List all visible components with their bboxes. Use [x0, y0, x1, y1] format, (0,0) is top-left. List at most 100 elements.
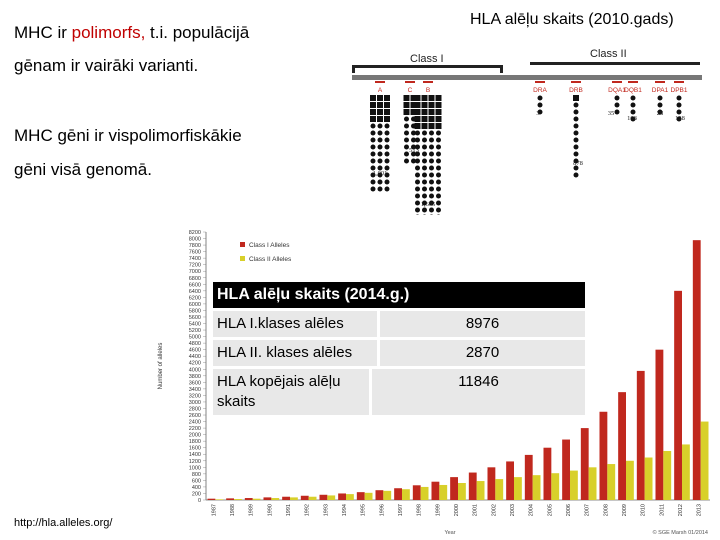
allele-dot	[436, 186, 441, 192]
table-header: HLA alēļu skaits (2014.g.)	[213, 282, 585, 308]
intro-line-2: gēnam ir vairāki varianti.	[14, 56, 199, 75]
allele-square	[414, 95, 421, 101]
allele-dot	[370, 130, 376, 136]
allele-square	[384, 109, 390, 115]
table-row-label: HLA kopējais alēļu skaits	[213, 369, 369, 415]
allele-count-label: 108	[627, 115, 637, 122]
allele-dot	[404, 151, 409, 157]
allele-dot	[384, 144, 390, 150]
bar-class-2	[570, 470, 578, 500]
hla-allele-bar-chart: Number of alleles 02004006008001000120014…	[158, 230, 710, 536]
allele-dot	[422, 172, 427, 178]
allele-count-label: 3	[536, 110, 539, 117]
bar-class-1	[394, 488, 402, 500]
allele-dot	[415, 130, 420, 136]
bar-class-1	[375, 490, 384, 500]
x-tick-label: 1990	[267, 504, 273, 516]
bar-class-2	[532, 475, 541, 500]
y-tick-label: 6600	[189, 282, 201, 288]
allele-square	[403, 95, 410, 101]
allele-dot	[614, 95, 620, 101]
legend-swatch	[240, 256, 245, 261]
y-tick-label: 4600	[189, 348, 201, 354]
y-tick-label: 6000	[189, 302, 201, 308]
y-tick-label: 8000	[189, 237, 201, 243]
allele-dot	[630, 95, 636, 101]
y-tick-label: 7000	[189, 269, 201, 275]
allele-dot	[377, 151, 383, 157]
gene-label: A	[378, 87, 383, 94]
allele-square	[370, 116, 376, 122]
allele-dot	[436, 158, 441, 164]
allele-dot	[429, 172, 434, 178]
hla-2014-table: HLA alēļu skaits (2014.g.) HLA I.klases …	[213, 282, 585, 418]
allele-dot	[370, 158, 376, 164]
x-tick-label: 2013	[697, 504, 703, 516]
table-row: HLA kopējais alēļu skaits 11846	[213, 369, 585, 415]
y-tick-label: 2400	[189, 420, 201, 426]
allele-dot	[422, 151, 427, 157]
bar-class-1	[487, 467, 496, 500]
bar-class-2	[495, 479, 504, 500]
y-tick-label: 1800	[189, 439, 201, 445]
gene-marker	[628, 81, 638, 83]
gene-marker	[571, 81, 581, 83]
y-tick-label: 5600	[189, 315, 201, 321]
x-tick-label: 1996	[379, 504, 385, 516]
gene-marker	[423, 81, 433, 83]
allele-count-label: 513	[409, 147, 419, 154]
allele-dot	[377, 137, 383, 143]
allele-dot	[384, 137, 390, 143]
x-tick-label: 1995	[361, 504, 367, 516]
bar-class-1	[580, 428, 589, 500]
bar-class-2	[663, 450, 672, 500]
allele-dot	[537, 102, 543, 108]
allele-dot	[429, 144, 434, 150]
bar-class-1	[618, 392, 626, 500]
allele-dot	[429, 193, 434, 199]
allele-dot	[429, 137, 434, 143]
class-1-bracket-tick	[500, 65, 503, 73]
allele-dot	[422, 179, 427, 185]
source-link[interactable]: http://hla.alleles.org/	[14, 517, 113, 529]
allele-dot	[573, 151, 579, 157]
allele-dot	[422, 165, 427, 171]
intro-line-4: gēni visā genomā.	[14, 160, 152, 179]
allele-square	[403, 102, 410, 108]
y-tick-label: 6800	[189, 276, 201, 282]
x-axis-caption: Year	[444, 530, 455, 536]
legend-label: Class II Alleles	[249, 256, 292, 263]
allele-dot	[422, 130, 427, 136]
allele-dot	[415, 151, 420, 157]
y-tick-label: 200	[192, 491, 201, 497]
allele-square	[435, 102, 442, 108]
bar-class-1	[692, 240, 701, 501]
allele-dot	[630, 116, 636, 122]
bar-class-1	[450, 477, 458, 500]
y-tick-label: 5200	[189, 328, 201, 334]
allele-dot	[377, 186, 383, 192]
gene-marker	[674, 81, 684, 83]
bar-class-1	[674, 290, 682, 500]
allele-dot	[573, 172, 579, 178]
gene-marker	[612, 81, 622, 83]
allele-dot	[416, 214, 419, 215]
legend-swatch	[240, 242, 245, 247]
allele-dot	[370, 179, 376, 185]
allele-square	[421, 116, 428, 122]
allele-square	[384, 95, 390, 101]
table-row: HLA II. klases alēles 2870	[213, 340, 585, 366]
allele-dot	[384, 186, 390, 192]
bar-class-2	[234, 499, 242, 500]
y-axis-title: Number of alleles	[158, 343, 164, 390]
table-row: HLA I.klases alēles 8976	[213, 311, 585, 337]
intro-line-1: MHC ir polimorfs, t.i. populācijā	[14, 23, 249, 43]
y-tick-label: 1200	[189, 459, 201, 465]
allele-dot	[411, 137, 416, 143]
allele-dot	[422, 200, 427, 206]
bar-class-1	[319, 494, 328, 500]
allele-dot	[436, 151, 441, 157]
x-tick-label: 1992	[305, 504, 311, 516]
y-tick-label: 1400	[189, 452, 201, 458]
allele-dot	[384, 130, 390, 136]
